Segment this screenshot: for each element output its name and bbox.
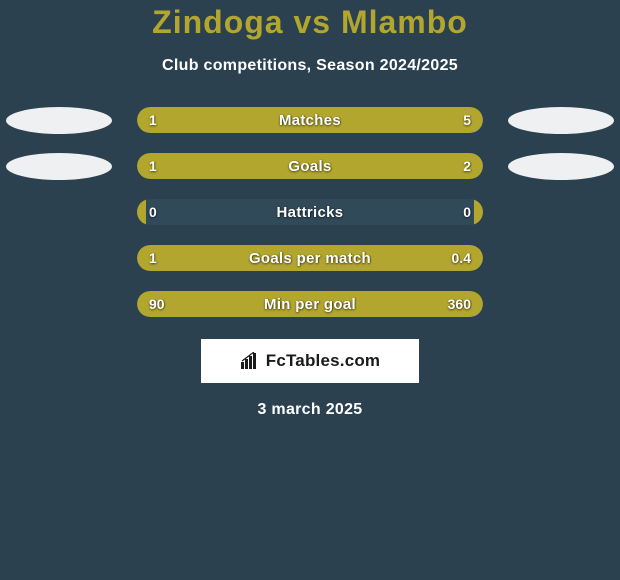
stat-bar: 00Hattricks [137,199,483,225]
stat-label: Min per goal [137,291,483,317]
stat-bar: 15Matches [137,107,483,133]
subtitle: Club competitions, Season 2024/2025 [0,57,620,75]
stat-row: 10.4Goals per match [0,245,620,271]
stat-row: 15Matches [0,107,620,133]
stat-bar: 10.4Goals per match [137,245,483,271]
bar-chart-icon [240,352,260,370]
date-label: 3 march 2025 [0,401,620,419]
stat-row: 00Hattricks [0,199,620,225]
player-badge-right [508,107,614,134]
stat-row: 12Goals [0,153,620,179]
page-title: Zindoga vs Mlambo [0,4,620,41]
stat-row: 90360Min per goal [0,291,620,317]
stat-label: Goals per match [137,245,483,271]
stat-label: Goals [137,153,483,179]
vs-label: vs [293,4,331,40]
player-left-name: Zindoga [152,4,283,40]
stat-bar: 12Goals [137,153,483,179]
stat-label: Matches [137,107,483,133]
branding-text: FcTables.com [266,351,381,371]
player-badge-right [508,153,614,180]
stat-bar: 90360Min per goal [137,291,483,317]
comparison-card: Zindoga vs Mlambo Club competitions, Sea… [0,0,620,419]
player-right-name: Mlambo [341,4,468,40]
branding-box: FcTables.com [201,339,419,383]
stat-label: Hattricks [137,199,483,225]
player-badge-left [6,153,112,180]
player-badge-left [6,107,112,134]
stat-rows: 15Matches 12Goals 00Hattricks 10.4Goals per… [0,107,620,317]
